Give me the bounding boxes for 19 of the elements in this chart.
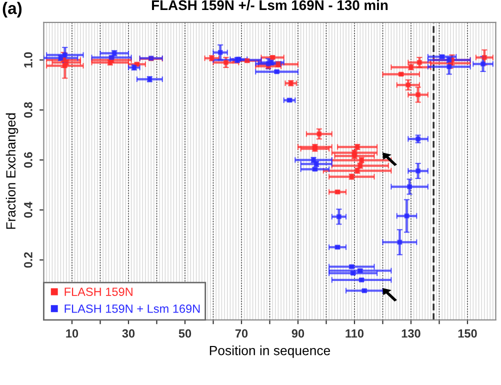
x-tick-label: 50 (178, 329, 192, 338)
y-tick-label: 0.6 (24, 152, 32, 168)
x-tick-label: 30 (122, 329, 135, 338)
legend-label: FLASH 159N (64, 288, 132, 296)
y-tick-label: 1.0 (24, 52, 32, 68)
legend-label: FLASH 159N + Lsm 169N (64, 304, 200, 313)
x-axis-title: Position in sequence (210, 346, 330, 358)
x-tick-label: 70 (235, 329, 248, 338)
x-tick-label: 150 (458, 329, 477, 338)
x-tick-label: 90 (292, 329, 304, 338)
y-axis-title: Fraction Exchanged (6, 113, 18, 229)
x-tick-label: 110 (346, 329, 364, 338)
x-tick-label: 10 (66, 329, 78, 338)
y-tick-label: 0.2 (24, 252, 32, 268)
text: (a) (2, 2, 22, 18)
y-tick-label: 0.8 (24, 102, 32, 118)
x-tick-label: 130 (402, 329, 420, 338)
chart-title: FLASH 159N +/- Lsm 169N - 130 min (152, 0, 388, 10)
y-tick-label: 0.4 (24, 202, 32, 218)
